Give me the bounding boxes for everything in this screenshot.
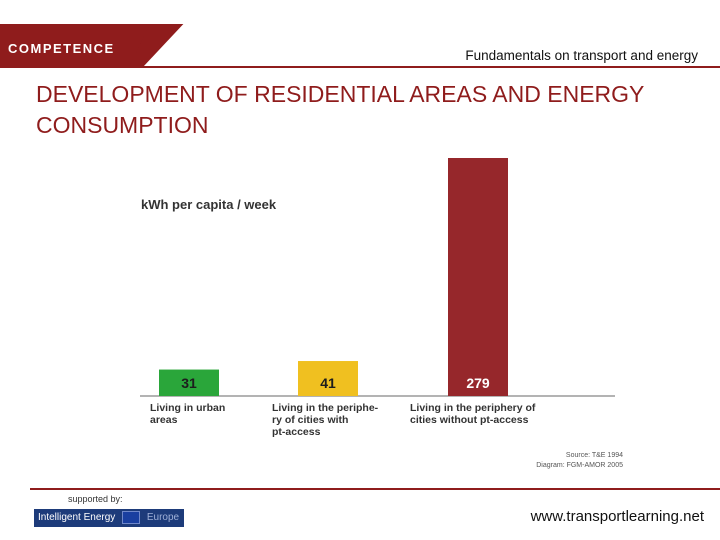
eu-flag-icon	[122, 510, 141, 524]
footer-divider	[30, 488, 720, 490]
category-label-line: areas	[150, 414, 178, 426]
category-label-3: Living in the periphery of cities without…	[410, 402, 536, 426]
category-label-1: Living in urban areas	[150, 402, 225, 426]
intelligent-energy-logo-text: Intelligent Energy	[38, 512, 116, 523]
category-label-line: Living in urban	[150, 402, 225, 414]
bar-2	[298, 361, 358, 396]
subtitle-box	[143, 24, 720, 67]
intelligent-energy-logo: Intelligent Energy Europe	[34, 509, 184, 527]
header-subtitle: Fundamentals on transport and energy	[465, 48, 698, 63]
intelligent-energy-logo-region: Europe	[146, 512, 180, 523]
competence-logo: COMPETENCE	[8, 41, 115, 56]
bar-value-label-3: 279	[466, 375, 490, 391]
website-link[interactable]: www.transportlearning.net	[530, 508, 704, 525]
bar-value-label-2: 41	[320, 375, 336, 391]
supported-by-label: supported by:	[68, 494, 123, 504]
category-label-2: Living in the periphe-ry of cities with p…	[272, 402, 379, 438]
y-axis-label: kWh per capita / week	[141, 197, 277, 212]
category-label-line: pt-access	[272, 426, 321, 438]
logo-area	[0, 24, 150, 67]
bar-value-label-1: 31	[181, 375, 197, 391]
category-label-line: ry of cities with	[272, 414, 348, 426]
category-label-line: cities without pt-access	[410, 414, 529, 426]
bar-1	[159, 369, 219, 396]
category-label-line: Living in the periphery of	[410, 402, 536, 414]
category-label-line: Living in the periphe-	[272, 402, 379, 414]
header: COMPETENCE Fundamentals on transport and…	[0, 0, 720, 70]
header-divider	[0, 66, 720, 68]
source-note-1: Source: T&E 1994	[566, 452, 623, 459]
bar-3	[448, 158, 508, 396]
source-note-2: Diagram: FGM-AMOR 2005	[536, 462, 623, 469]
page-title: DEVELOPMENT OF RESIDENTIAL AREAS AND ENE…	[36, 81, 644, 138]
